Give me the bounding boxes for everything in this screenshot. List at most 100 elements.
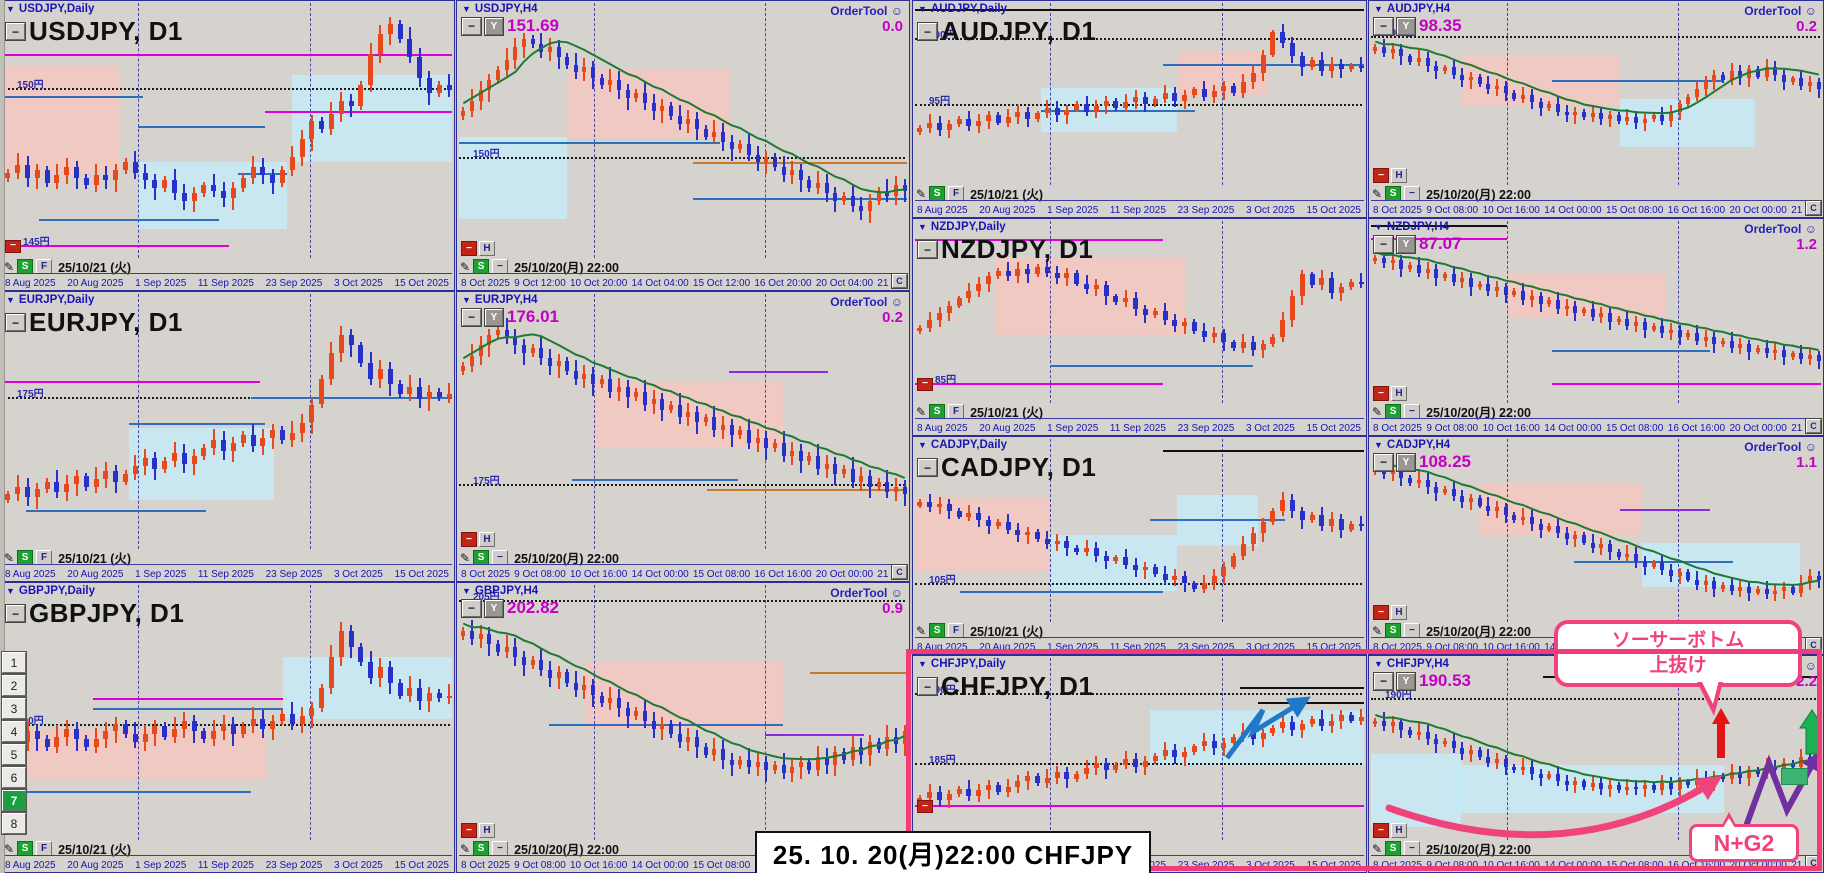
indicator-badge[interactable]: − <box>492 259 509 274</box>
smiley-icon[interactable]: ☺ <box>1801 440 1817 454</box>
chart-number-button-3[interactable]: 3 <box>2 698 26 719</box>
symbol-dropdown-icon[interactable]: ▼ <box>462 586 471 596</box>
h-indicator-badge[interactable]: H <box>1391 823 1407 838</box>
smiley-icon[interactable]: ☺ <box>887 586 903 600</box>
h-indicator-badge[interactable]: H <box>1391 605 1407 620</box>
collapse-button[interactable]: − <box>462 599 481 617</box>
indicator-badge[interactable]: − <box>492 841 509 856</box>
collapse-button[interactable]: − <box>1374 672 1393 690</box>
script-badge[interactable]: S <box>473 550 490 565</box>
chart-number-button-8[interactable]: 8 <box>2 813 26 834</box>
chart-mode-button[interactable]: C <box>1806 201 1821 215</box>
script-badge[interactable]: S <box>929 623 946 638</box>
h-indicator-badge[interactable]: H <box>479 241 495 256</box>
symbol-dropdown-icon[interactable]: ▼ <box>6 586 15 596</box>
symbol-dropdown-icon[interactable]: ▼ <box>1374 4 1383 14</box>
indicator-badge[interactable]: − <box>492 550 509 565</box>
symbol-dropdown-icon[interactable]: ▼ <box>1374 222 1383 232</box>
collapse-button[interactable]: − <box>918 241 937 258</box>
rabbit-icon[interactable]: Y <box>485 17 503 35</box>
script-badge[interactable]: S <box>1385 404 1402 419</box>
delete-line-button[interactable]: − <box>917 800 933 814</box>
chart-number-button-1[interactable]: 1 <box>2 652 26 673</box>
collapse-button[interactable]: − <box>462 17 481 35</box>
indicator-badge[interactable]: F <box>948 404 965 419</box>
symbol-dropdown-icon[interactable]: ▼ <box>6 4 15 14</box>
script-badge[interactable]: S <box>473 841 490 856</box>
rabbit-icon[interactable]: Y <box>1397 453 1415 471</box>
smiley-icon[interactable]: ☺ <box>1801 4 1817 18</box>
collapse-button[interactable]: − <box>6 314 25 331</box>
collapse-button[interactable]: − <box>1374 17 1393 35</box>
symbol-dropdown-icon[interactable]: ▼ <box>918 659 927 669</box>
rabbit-icon[interactable]: Y <box>1397 17 1415 35</box>
indicator-badge[interactable]: F <box>36 550 53 565</box>
horizontal-line[interactable] <box>3 244 229 247</box>
smiley-icon[interactable]: ☺ <box>1801 659 1817 673</box>
remove-indicator-button[interactable]: − <box>1373 823 1389 838</box>
symbol-dropdown-icon[interactable]: ▼ <box>918 4 927 14</box>
script-badge[interactable]: S <box>1385 186 1402 201</box>
rabbit-icon[interactable]: Y <box>485 308 503 326</box>
symbol-dropdown-icon[interactable]: ▼ <box>462 295 471 305</box>
symbol-dropdown-icon[interactable]: ▼ <box>6 295 15 305</box>
chart-mode-button[interactable]: C <box>892 274 907 288</box>
collapse-button[interactable]: − <box>1374 235 1393 253</box>
indicator-badge[interactable]: F <box>36 259 53 274</box>
symbol-dropdown-icon[interactable]: ▼ <box>918 440 927 450</box>
h-indicator-badge[interactable]: H <box>1391 168 1407 183</box>
script-badge[interactable]: S <box>473 259 490 274</box>
script-badge[interactable]: S <box>929 404 946 419</box>
chart-mode-button[interactable]: C <box>892 565 907 579</box>
script-badge[interactable]: S <box>17 841 34 856</box>
h-indicator-badge[interactable]: H <box>479 823 495 838</box>
collapse-button[interactable]: − <box>918 459 937 476</box>
chart-number-button-5[interactable]: 5 <box>2 744 26 765</box>
rabbit-icon[interactable]: Y <box>1397 235 1415 253</box>
chart-mode-button[interactable]: C <box>1806 856 1821 870</box>
collapse-button[interactable]: − <box>1374 453 1393 471</box>
symbol-dropdown-icon[interactable]: ▼ <box>1374 440 1383 450</box>
delete-line-button[interactable]: − <box>5 239 21 253</box>
smiley-icon[interactable]: ☺ <box>887 4 903 18</box>
collapse-button[interactable]: − <box>462 308 481 326</box>
symbol-dropdown-icon[interactable]: ▼ <box>1374 659 1383 669</box>
chart-number-button-2[interactable]: 2 <box>2 675 26 696</box>
remove-indicator-button[interactable]: − <box>461 532 477 547</box>
indicator-badge[interactable]: F <box>948 186 965 201</box>
script-badge[interactable]: S <box>929 186 946 201</box>
smiley-icon[interactable]: ☺ <box>887 295 903 309</box>
remove-indicator-button[interactable]: − <box>461 241 477 256</box>
remove-indicator-button[interactable]: − <box>1373 386 1389 401</box>
horizontal-line[interactable] <box>915 805 1364 808</box>
horizontal-line[interactable] <box>915 382 1164 385</box>
symbol-dropdown-icon[interactable]: ▼ <box>918 222 927 232</box>
indicator-badge[interactable]: F <box>36 841 53 856</box>
indicator-badge[interactable]: − <box>1404 404 1421 419</box>
script-badge[interactable]: S <box>1385 623 1402 638</box>
script-badge[interactable]: S <box>17 550 34 565</box>
h-indicator-badge[interactable]: H <box>479 532 495 547</box>
indicator-badge[interactable]: F <box>948 623 965 638</box>
collapse-button[interactable]: − <box>6 23 25 40</box>
remove-indicator-button[interactable]: − <box>1373 168 1389 183</box>
script-badge[interactable]: S <box>17 259 34 274</box>
collapse-button[interactable]: − <box>6 605 25 622</box>
rabbit-icon[interactable]: Y <box>485 599 503 617</box>
delete-line-button[interactable]: − <box>917 377 933 391</box>
indicator-badge[interactable]: − <box>1404 186 1421 201</box>
h-indicator-badge[interactable]: H <box>1391 386 1407 401</box>
collapse-button[interactable]: − <box>918 678 937 695</box>
indicator-badge[interactable]: − <box>1404 841 1421 856</box>
rabbit-icon[interactable]: Y <box>1397 672 1415 690</box>
script-badge[interactable]: S <box>1385 841 1402 856</box>
chart-number-button-6[interactable]: 6 <box>2 767 26 788</box>
symbol-dropdown-icon[interactable]: ▼ <box>462 4 471 14</box>
collapse-button[interactable]: − <box>918 23 937 40</box>
chart-mode-button[interactable]: C <box>1806 638 1821 652</box>
smiley-icon[interactable]: ☺ <box>1801 222 1817 236</box>
chart-number-button-7[interactable]: 7 <box>2 790 26 811</box>
chart-number-button-4[interactable]: 4 <box>2 721 26 742</box>
indicator-badge[interactable]: − <box>1404 623 1421 638</box>
chart-mode-button[interactable]: C <box>1806 419 1821 433</box>
